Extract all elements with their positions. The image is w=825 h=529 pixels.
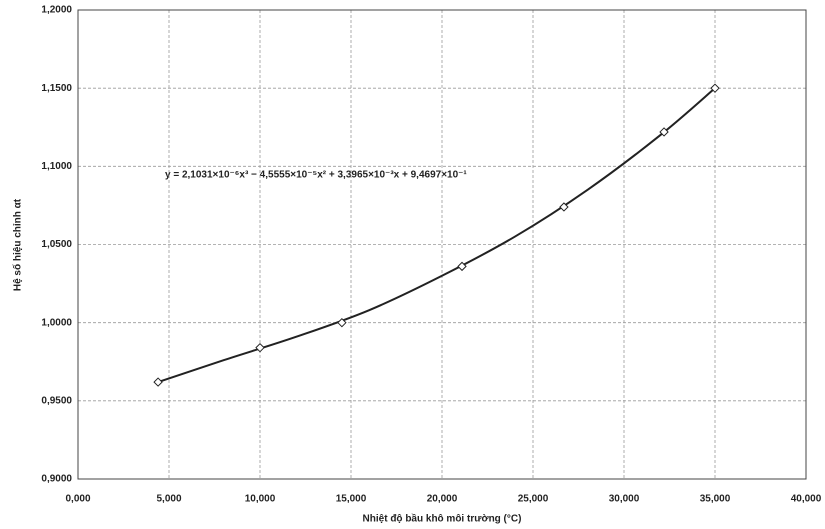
- data-point: [337, 317, 347, 328]
- data-point: [457, 261, 467, 272]
- y-axis-label: Hệ số hiệu chỉnh αt: [12, 198, 24, 291]
- x-tick-label: 25,000: [518, 494, 549, 505]
- y-tick-label: 0,9000: [41, 474, 72, 485]
- x-tick-label: 40,000: [791, 494, 822, 505]
- plot-frame: [77, 9, 807, 480]
- data-point: [659, 127, 669, 137]
- data-point: [710, 83, 720, 93]
- x-tick-label: 35,000: [700, 494, 731, 505]
- y-tick-label: 1,0500: [41, 239, 72, 250]
- y-tick-label: 1,0000: [41, 317, 72, 328]
- y-tick-label: 1,1000: [41, 161, 72, 172]
- x-tick-label: 5,000: [156, 494, 181, 505]
- x-tick-label: 20,000: [427, 494, 458, 505]
- x-tick-label: 0,000: [65, 494, 90, 505]
- equation: y = 2,1031×10⁻⁶x³ − 4,5555×10⁻⁵x² + 3,39…: [165, 170, 467, 181]
- x-axis-label: Nhiệt độ bầu khô môi trường (°C): [363, 513, 522, 525]
- x-tick-label: 30,000: [609, 494, 640, 505]
- data-point: [559, 202, 569, 212]
- x-tick-label: 10,000: [245, 494, 276, 505]
- y-tick-label: 1,1500: [41, 83, 72, 94]
- y-tick-label: 1,2000: [41, 5, 72, 16]
- trendline: [157, 87, 716, 384]
- y-tick-label: 0,9500: [41, 395, 72, 406]
- data-point: [153, 377, 163, 387]
- x-tick-label: 15,000: [336, 494, 367, 505]
- data-point: [255, 342, 265, 353]
